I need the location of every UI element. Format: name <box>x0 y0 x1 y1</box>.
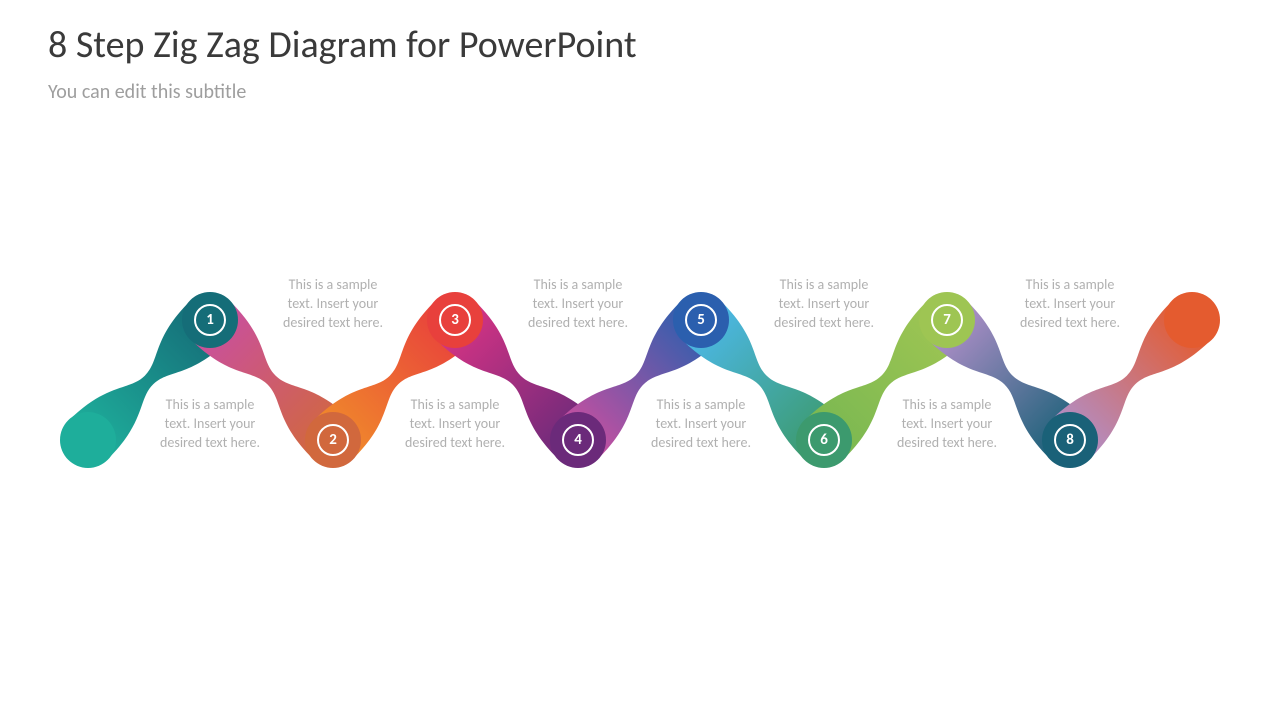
step-text-3: This is a sample text. Insert your desir… <box>400 396 510 453</box>
step-node-4: 4 <box>550 412 606 468</box>
step-node-7: 7 <box>919 292 975 348</box>
step-number: 3 <box>451 311 459 329</box>
start-cap <box>60 412 116 468</box>
step-node-6: 6 <box>796 412 852 468</box>
step-number: 2 <box>329 431 337 449</box>
step-text-1: This is a sample text. Insert your desir… <box>155 396 265 453</box>
step-number: 4 <box>574 431 582 449</box>
step-number: 8 <box>1066 431 1074 449</box>
zigzag-diagram: 1 2 3 4 5 6 7 8 <box>0 0 1280 720</box>
step-text-4: This is a sample text. Insert your desir… <box>523 276 633 333</box>
step-text-7: This is a sample text. Insert your desir… <box>892 396 1002 453</box>
step-node-2: 2 <box>305 412 361 468</box>
step-text-8: This is a sample text. Insert your desir… <box>1015 276 1125 333</box>
end-cap <box>1164 292 1220 348</box>
step-node-1: 1 <box>182 292 238 348</box>
step-number: 6 <box>820 431 828 449</box>
step-number: 5 <box>697 311 705 329</box>
step-node-3: 3 <box>427 292 483 348</box>
step-node-5: 5 <box>673 292 729 348</box>
step-text-2: This is a sample text. Insert your desir… <box>278 276 388 333</box>
step-number: 7 <box>943 311 951 329</box>
step-number: 1 <box>206 311 214 329</box>
step-node-8: 8 <box>1042 412 1098 468</box>
step-text-5: This is a sample text. Insert your desir… <box>646 396 756 453</box>
step-text-6: This is a sample text. Insert your desir… <box>769 276 879 333</box>
